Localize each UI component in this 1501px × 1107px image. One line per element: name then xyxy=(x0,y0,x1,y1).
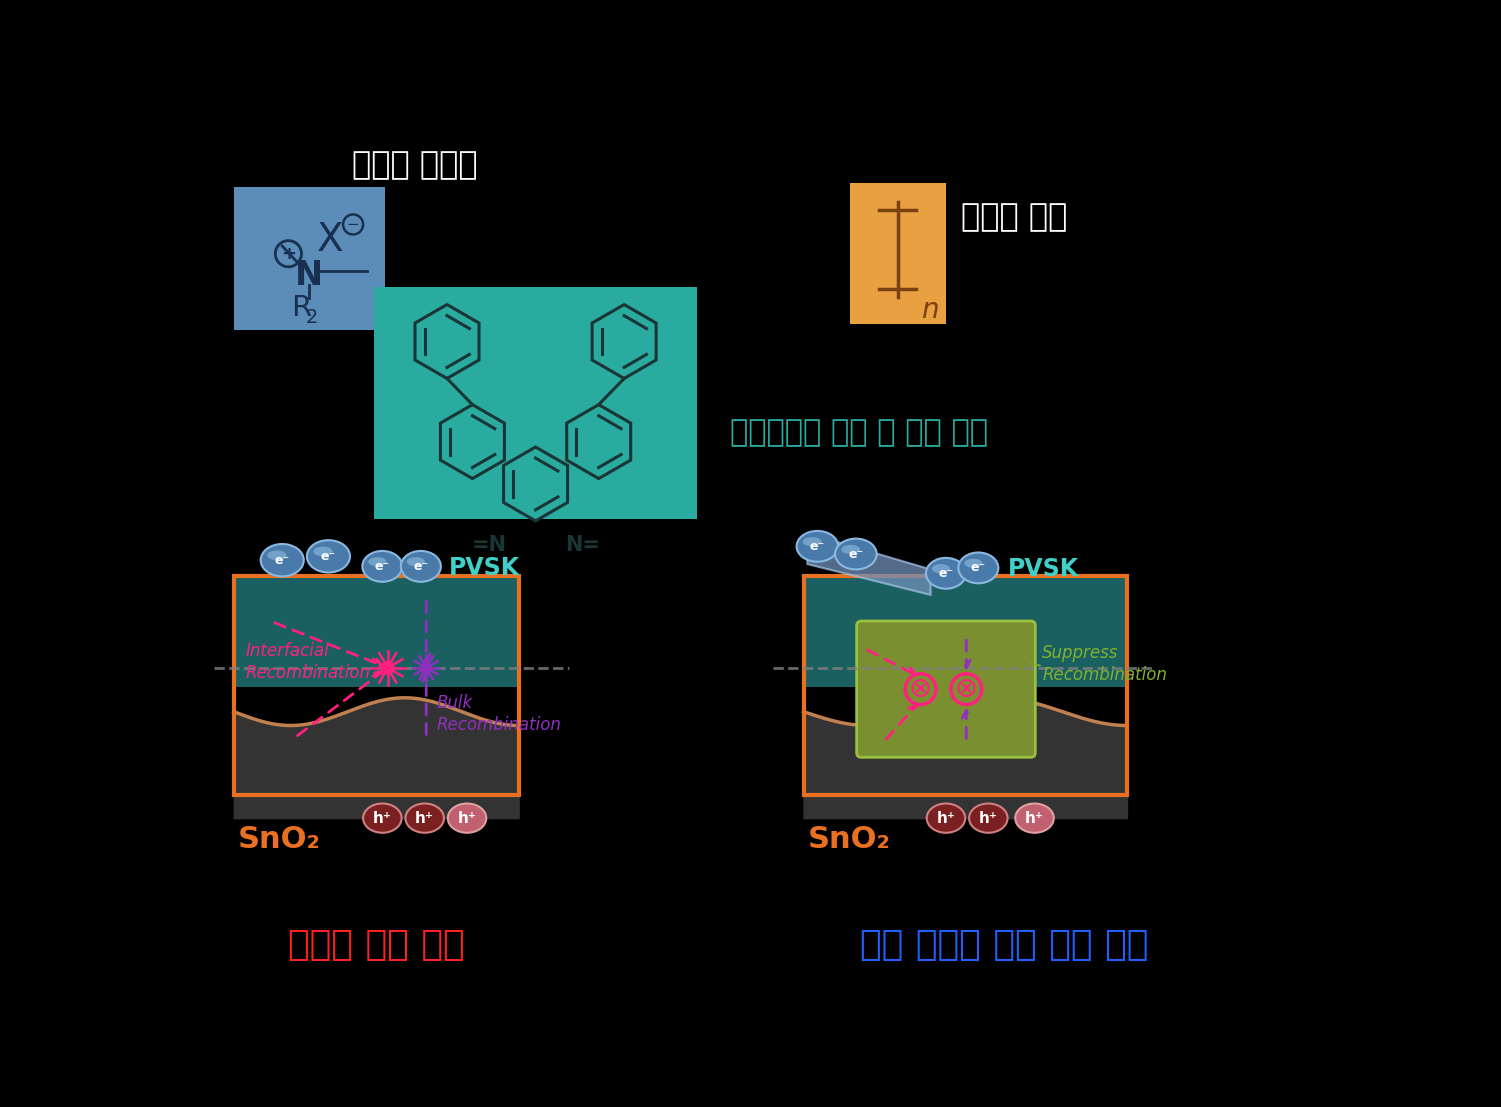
Text: X: X xyxy=(317,221,344,259)
FancyBboxPatch shape xyxy=(857,621,1036,757)
Polygon shape xyxy=(808,534,931,594)
Ellipse shape xyxy=(447,804,486,832)
Text: e⁻: e⁻ xyxy=(848,548,863,560)
Ellipse shape xyxy=(267,550,287,560)
Text: ⊗: ⊗ xyxy=(910,675,932,703)
Text: 콘주게이션 유기 단 분자 코어: 콘주게이션 유기 단 분자 코어 xyxy=(731,418,988,447)
Text: h⁺: h⁺ xyxy=(458,810,476,826)
Ellipse shape xyxy=(964,559,982,568)
Text: PVSK: PVSK xyxy=(1007,558,1079,581)
FancyBboxPatch shape xyxy=(850,183,946,324)
Ellipse shape xyxy=(803,537,821,547)
Circle shape xyxy=(420,662,432,673)
Text: h⁺: h⁺ xyxy=(372,810,392,826)
Text: SnO₂: SnO₂ xyxy=(808,825,890,855)
Text: ⊗: ⊗ xyxy=(955,675,979,703)
Ellipse shape xyxy=(835,539,877,569)
Text: N=: N= xyxy=(564,535,600,555)
Text: h⁺: h⁺ xyxy=(979,810,998,826)
Ellipse shape xyxy=(306,540,350,572)
FancyBboxPatch shape xyxy=(234,187,386,330)
Ellipse shape xyxy=(363,804,402,832)
Ellipse shape xyxy=(926,558,967,589)
Text: h⁺: h⁺ xyxy=(937,810,956,826)
Circle shape xyxy=(381,661,395,674)
Text: 이온성 작용기: 이온성 작용기 xyxy=(351,149,477,180)
Text: n: n xyxy=(922,296,938,324)
Ellipse shape xyxy=(958,552,998,583)
Ellipse shape xyxy=(314,547,333,557)
Text: e⁻: e⁻ xyxy=(971,561,986,575)
FancyBboxPatch shape xyxy=(805,577,1126,686)
Text: −: − xyxy=(347,217,359,232)
Text: e⁻: e⁻ xyxy=(811,540,826,552)
Text: =N: =N xyxy=(471,535,506,555)
Ellipse shape xyxy=(401,551,441,582)
Text: Suppress
Recombination: Suppress Recombination xyxy=(1042,644,1168,684)
Text: N: N xyxy=(296,259,323,292)
Ellipse shape xyxy=(797,531,838,561)
FancyBboxPatch shape xyxy=(236,577,516,686)
Text: 문제 해결을 통한 성능 증가: 문제 해결을 통한 성능 증가 xyxy=(860,928,1148,962)
Text: e⁻: e⁻ xyxy=(321,550,336,562)
Text: Interfacial
Recombination: Interfacial Recombination xyxy=(245,642,371,682)
Text: Bulk
Recombination: Bulk Recombination xyxy=(437,694,561,734)
Ellipse shape xyxy=(261,544,303,577)
Ellipse shape xyxy=(405,804,444,832)
Text: h⁺: h⁺ xyxy=(1025,810,1045,826)
Text: 고분자 재료: 고분자 재료 xyxy=(961,203,1067,234)
Ellipse shape xyxy=(368,557,386,567)
Ellipse shape xyxy=(932,565,950,573)
Text: 2: 2 xyxy=(306,308,318,328)
Ellipse shape xyxy=(970,804,1007,832)
Text: h⁺: h⁺ xyxy=(416,810,434,826)
Text: SnO₂: SnO₂ xyxy=(237,825,320,855)
FancyBboxPatch shape xyxy=(374,287,698,519)
Text: e⁻: e⁻ xyxy=(938,567,953,580)
Text: +: + xyxy=(281,245,296,262)
Ellipse shape xyxy=(362,551,402,582)
Text: R: R xyxy=(291,293,312,322)
Text: e⁻: e⁻ xyxy=(413,560,428,572)
Text: 성능적 손실 발생: 성능적 손실 발생 xyxy=(288,928,464,962)
Ellipse shape xyxy=(407,557,425,567)
Ellipse shape xyxy=(926,804,965,832)
Ellipse shape xyxy=(1015,804,1054,832)
Text: e⁻: e⁻ xyxy=(375,560,390,572)
Text: PVSK: PVSK xyxy=(449,556,521,580)
Ellipse shape xyxy=(842,545,860,554)
Text: e⁻: e⁻ xyxy=(275,554,290,567)
